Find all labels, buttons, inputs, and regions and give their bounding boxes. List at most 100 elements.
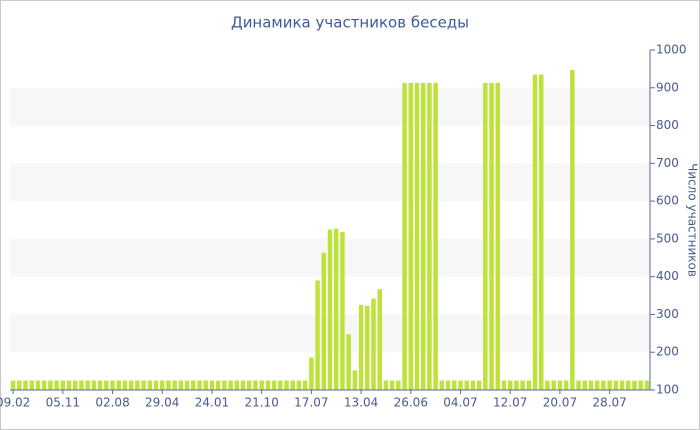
bar: [333, 228, 339, 390]
bar: [172, 380, 177, 390]
bar: [470, 380, 476, 390]
bar: [222, 380, 227, 390]
x-tick-label: 21.10: [244, 396, 278, 410]
bar: [371, 298, 376, 390]
bar: [203, 380, 208, 390]
y-tick-label: 200: [656, 345, 679, 359]
bar: [253, 380, 258, 390]
bar: [539, 74, 544, 391]
bar: [557, 380, 563, 390]
bar: [526, 380, 532, 390]
bar: [191, 380, 196, 390]
bar: [458, 380, 463, 390]
bar: [17, 380, 22, 390]
bar: [582, 380, 587, 390]
x-tick-label: 05.11: [46, 396, 80, 410]
bar: [122, 380, 128, 390]
x-tick-label: 02.08: [95, 396, 129, 410]
y-tick-label: 500: [656, 231, 679, 245]
bar: [619, 380, 625, 390]
bar: [476, 380, 482, 390]
bar: [153, 380, 159, 390]
bar: [296, 380, 302, 390]
bar: [246, 380, 252, 390]
grid-band: [10, 163, 650, 202]
bar: [358, 305, 364, 390]
x-tick-label: 04.07: [443, 396, 477, 410]
bar: [507, 380, 513, 390]
y-axis-label: Число участников: [686, 163, 700, 277]
bar: [365, 305, 370, 390]
grid-band: [10, 87, 650, 126]
bar: [290, 380, 295, 390]
bar: [520, 380, 525, 390]
bar: [159, 380, 165, 390]
bar: [464, 380, 469, 390]
bar: [29, 380, 34, 390]
bar: [408, 82, 414, 390]
x-tick-label: 20.07: [543, 396, 577, 410]
bar: [327, 229, 333, 390]
y-tick-label: 1000: [656, 43, 687, 57]
bar: [110, 380, 115, 390]
bar: [396, 380, 401, 390]
x-tick-label: 12.07: [493, 396, 527, 410]
bar: [48, 380, 53, 390]
bar: [501, 380, 507, 390]
bar: [420, 82, 426, 390]
bar: [271, 380, 277, 390]
bar: [427, 82, 432, 390]
bar: [563, 380, 569, 390]
bar: [141, 380, 146, 390]
bar: [234, 380, 240, 390]
bar: [445, 380, 451, 390]
y-tick-label: 400: [656, 269, 679, 283]
bar: [532, 74, 538, 391]
bar: [576, 380, 581, 390]
y-tick-label: 800: [656, 118, 679, 132]
bar: [551, 380, 556, 390]
bar: [66, 380, 72, 390]
bar: [414, 82, 420, 390]
bar: [632, 380, 637, 390]
bar: [97, 380, 103, 390]
y-tick-label: 900: [656, 80, 679, 94]
bar: [135, 380, 140, 390]
bar: [439, 380, 445, 390]
bar: [514, 380, 519, 390]
bar: [644, 380, 650, 390]
bar: [302, 380, 308, 390]
bar: [228, 380, 233, 390]
bar: [259, 380, 264, 390]
bar: [197, 380, 202, 390]
x-tick-label: 13.04: [344, 396, 378, 410]
bar: [402, 82, 407, 390]
bar: [377, 289, 382, 390]
bar: [284, 380, 289, 390]
bar: [85, 380, 90, 390]
bar: [340, 232, 345, 390]
y-tick-label: 600: [656, 194, 679, 208]
bar: [588, 380, 594, 390]
bar: [601, 380, 606, 390]
bar: [128, 380, 134, 390]
chart-title: Динамика участников беседы: [231, 14, 469, 32]
bar: [352, 370, 358, 390]
bar: [321, 252, 327, 390]
bar: [495, 82, 501, 390]
bar: [215, 380, 221, 390]
bar: [54, 380, 59, 390]
bar: [60, 380, 66, 390]
bar: [626, 380, 631, 390]
bar: [389, 380, 395, 390]
bar: [240, 380, 246, 390]
bar: [116, 380, 121, 390]
bar: [91, 380, 97, 390]
bar: [613, 380, 619, 390]
bar: [278, 380, 283, 390]
bar: [79, 380, 84, 390]
bar: [178, 380, 184, 390]
x-tick-label: 17.07: [294, 396, 328, 410]
bar: [10, 380, 16, 390]
